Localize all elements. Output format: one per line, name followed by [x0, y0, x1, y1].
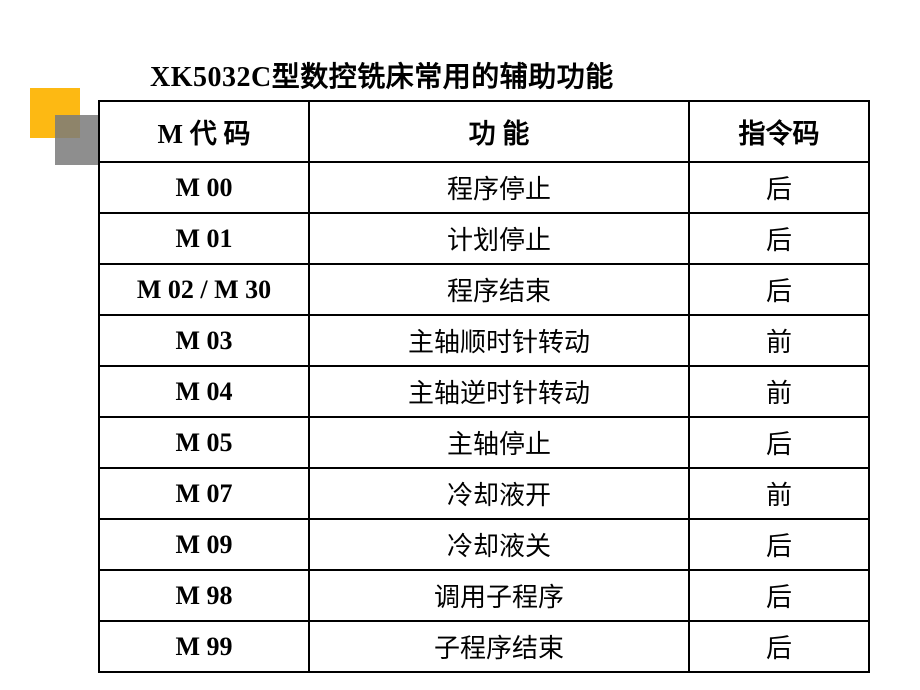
cell-cmd: 前: [689, 468, 869, 519]
cell-cmd: 后: [689, 621, 869, 672]
header-cmd: 指令码: [689, 101, 869, 162]
page-title: XK5032C型数控铣床常用的辅助功能: [150, 55, 614, 95]
table-row: M 07 冷却液开 前: [99, 468, 869, 519]
cell-func: 程序停止: [309, 162, 689, 213]
cell-func: 冷却液开: [309, 468, 689, 519]
cell-cmd: 后: [689, 570, 869, 621]
cell-cmd: 后: [689, 162, 869, 213]
cell-cmd: 后: [689, 417, 869, 468]
cell-func: 子程序结束: [309, 621, 689, 672]
cell-cmd: 后: [689, 264, 869, 315]
cell-code: M 09: [99, 519, 309, 570]
table-row: M 03 主轴顺时针转动 前: [99, 315, 869, 366]
table-row: M 01 计划停止 后: [99, 213, 869, 264]
cell-code: M 07: [99, 468, 309, 519]
header-code: M 代 码: [99, 101, 309, 162]
cell-cmd: 后: [689, 519, 869, 570]
cell-cmd: 后: [689, 213, 869, 264]
table-body: M 00 程序停止 后 M 01 计划停止 后 M 02 / M 30 程序结束…: [99, 162, 869, 672]
cell-func: 程序结束: [309, 264, 689, 315]
table-row: M 99 子程序结束 后: [99, 621, 869, 672]
table-row: M 00 程序停止 后: [99, 162, 869, 213]
cell-code: M 99: [99, 621, 309, 672]
table-row: M 05 主轴停止 后: [99, 417, 869, 468]
table-row: M 09 冷却液关 后: [99, 519, 869, 570]
cell-code: M 01: [99, 213, 309, 264]
table-header-row: M 代 码 功 能 指令码: [99, 101, 869, 162]
cell-code: M 02 / M 30: [99, 264, 309, 315]
cell-code: M 98: [99, 570, 309, 621]
table-row: M 98 调用子程序 后: [99, 570, 869, 621]
header-func: 功 能: [309, 101, 689, 162]
cell-code: M 05: [99, 417, 309, 468]
table-row: M 02 / M 30 程序结束 后: [99, 264, 869, 315]
title-rest: 型数控铣床常用的辅助功能: [272, 61, 614, 92]
cell-cmd: 前: [689, 366, 869, 417]
mcode-table: M 代 码 功 能 指令码 M 00 程序停止 后 M 01 计划停止 后 M …: [98, 100, 870, 673]
cell-func: 主轴顺时针转动: [309, 315, 689, 366]
header-code-han: 代 码: [190, 119, 251, 149]
cell-func: 主轴停止: [309, 417, 689, 468]
cell-code: M 03: [99, 315, 309, 366]
cell-func: 计划停止: [309, 213, 689, 264]
cell-func: 调用子程序: [309, 570, 689, 621]
table-container: M 代 码 功 能 指令码 M 00 程序停止 后 M 01 计划停止 后 M …: [98, 100, 868, 673]
title-model: XK5032C: [150, 62, 272, 93]
header-code-prefix: M: [158, 119, 183, 149]
cell-code: M 04: [99, 366, 309, 417]
cell-cmd: 前: [689, 315, 869, 366]
cell-func: 冷却液关: [309, 519, 689, 570]
cell-func: 主轴逆时针转动: [309, 366, 689, 417]
cell-code: M 00: [99, 162, 309, 213]
table-row: M 04 主轴逆时针转动 前: [99, 366, 869, 417]
